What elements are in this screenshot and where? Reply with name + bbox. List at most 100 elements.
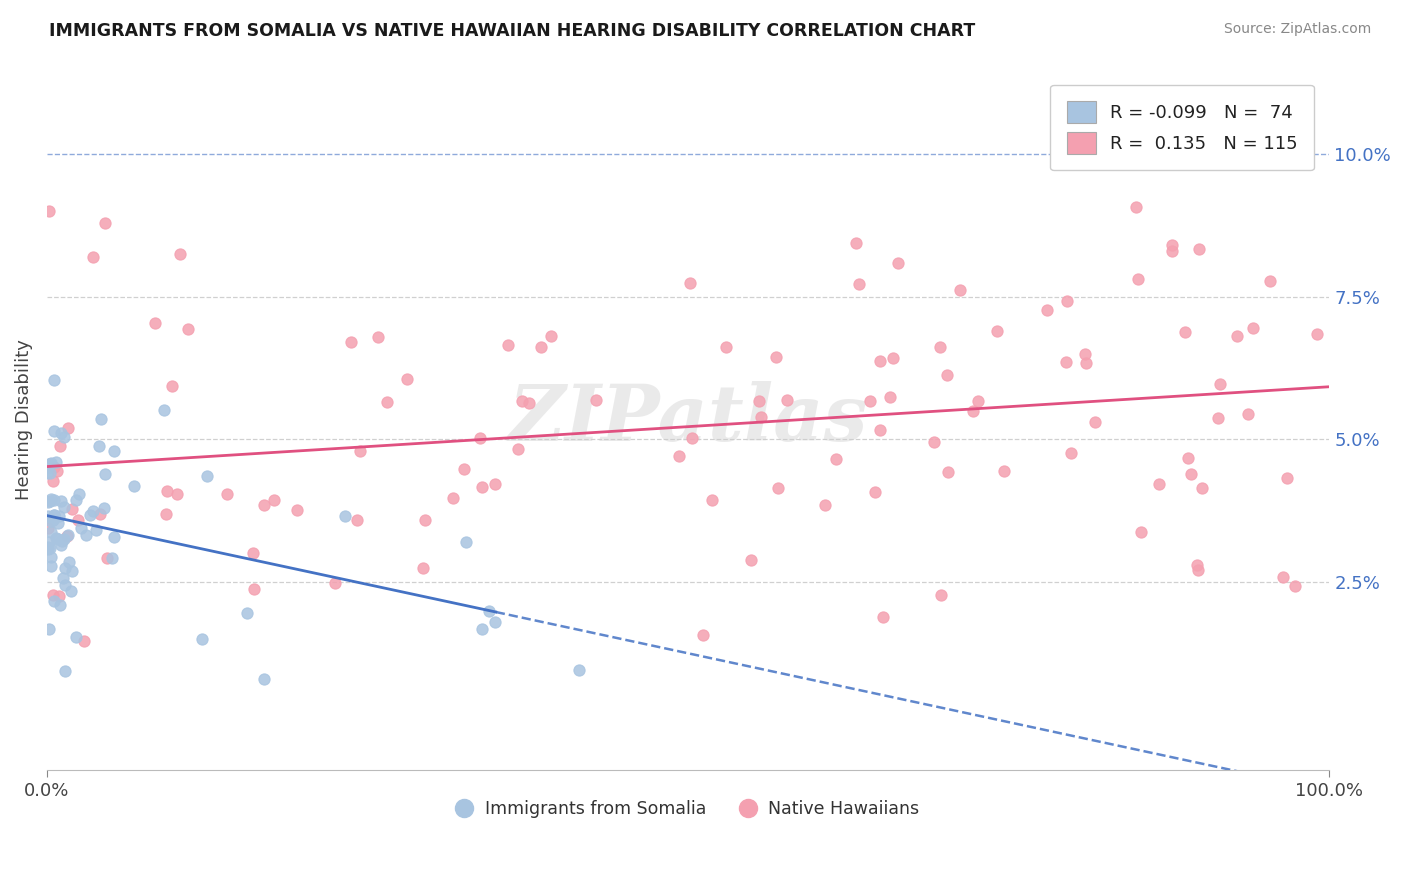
Point [568,663,591,677]
Point [53,500,76,514]
Point [82,250,104,264]
Point [412,561,434,575]
Point [65,630,87,644]
Point [929,588,952,602]
Point [253,672,276,686]
Point [52,571,75,585]
Point [45,455,67,469]
Point [1056,293,1078,308]
Point [848,277,870,292]
Point [70,521,93,535]
Point [37,495,59,509]
Point [766,481,789,495]
Point [1161,244,1184,258]
Point [510,393,533,408]
Point [37,460,59,475]
Point [45,531,67,545]
Point [156,484,179,499]
Point [94,467,117,481]
Text: ZIPatlas: ZIPatlas [509,381,868,458]
Point [60,501,83,516]
Point [367,330,389,344]
Point [197,468,219,483]
Point [869,354,891,368]
Point [65,493,87,508]
Point [1206,410,1229,425]
Point [41,513,63,527]
Point [42,508,65,522]
Point [413,513,436,527]
Point [44,373,66,387]
Point [242,546,264,560]
Point [470,431,492,445]
Point [96,550,118,565]
Point [859,393,882,408]
Point [395,372,418,386]
Point [73,633,96,648]
Point [103,531,125,545]
Point [949,283,972,297]
Point [166,487,188,501]
Point [936,465,959,479]
Point [38,535,60,549]
Point [872,610,894,624]
Point [82,503,104,517]
Point [42,424,65,438]
Point [39,514,62,528]
Point [928,340,950,354]
Point [441,491,464,505]
Point [887,256,910,270]
Point [824,452,846,467]
Point [49,538,72,552]
Point [714,340,737,354]
Point [1226,328,1249,343]
Point [845,236,868,251]
Point [89,508,111,522]
Point [962,404,984,418]
Point [749,410,772,425]
Point [87,439,110,453]
Point [37,466,59,480]
Point [84,523,107,537]
Point [1284,579,1306,593]
Point [1177,450,1199,465]
Point [42,594,65,608]
Point [93,501,115,516]
Point [1209,376,1232,391]
Point [37,508,59,523]
Point [869,423,891,437]
Point [48,589,70,603]
Point [1275,471,1298,485]
Point [1036,303,1059,318]
Point [45,465,67,479]
Point [53,578,76,592]
Point [1258,274,1281,288]
Point [48,508,70,523]
Point [517,395,540,409]
Point [42,508,65,523]
Point [375,395,398,409]
Point [496,337,519,351]
Point [863,485,886,500]
Point [49,598,72,612]
Point [49,439,72,453]
Point [39,457,62,471]
Point [470,622,492,636]
Point [44,460,66,475]
Point [59,583,82,598]
Point [122,479,145,493]
Point [1128,272,1150,286]
Point [1054,355,1077,369]
Point [169,247,191,261]
Point [1074,356,1097,370]
Point [776,392,799,407]
Point [692,628,714,642]
Point [79,508,101,522]
Text: IMMIGRANTS FROM SOMALIA VS NATIVE HAWAIIAN HEARING DISABILITY CORRELATION CHART: IMMIGRANTS FROM SOMALIA VS NATIVE HAWAII… [49,22,976,40]
Point [49,493,72,508]
Point [1174,326,1197,340]
Point [263,492,285,507]
Point [340,335,363,350]
Point [1187,558,1209,573]
Point [967,393,990,408]
